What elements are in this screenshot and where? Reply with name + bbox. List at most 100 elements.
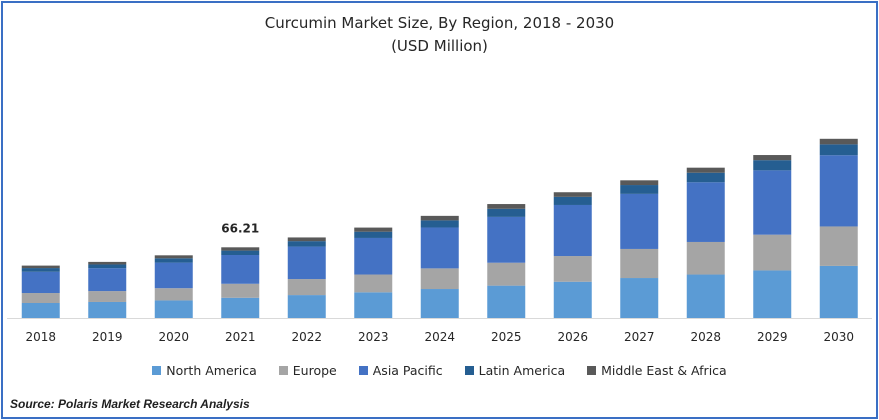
bar-segment-2024-0 (420, 289, 459, 318)
bar-segment-2020-1 (154, 288, 193, 301)
bar-segment-2018-0 (21, 302, 60, 318)
bar-segment-2030-1 (819, 226, 858, 266)
bar-segment-2019-4 (88, 261, 127, 265)
x-tick-label: 2021 (225, 330, 256, 344)
x-tick-label: 2029 (757, 330, 788, 344)
legend-item: Europe (278, 363, 337, 378)
bar-segment-2020-2 (154, 262, 193, 289)
bar-segment-2025-2 (487, 216, 526, 263)
bar-segment-2025-1 (487, 262, 526, 286)
bar-segment-2022-4 (287, 237, 326, 242)
bar-segment-2022-2 (287, 246, 326, 280)
bar-segment-2026-2 (553, 204, 592, 257)
legend-swatch (587, 366, 597, 375)
x-tick-label: 2026 (557, 330, 588, 344)
legend-label: Europe (292, 363, 337, 378)
x-tick-label: 2028 (690, 330, 721, 344)
bar-segment-2020-0 (154, 300, 193, 318)
bar-segment-2026-3 (553, 196, 592, 205)
bar-segment-2026-1 (553, 256, 592, 282)
bar-segment-2028-0 (686, 274, 725, 318)
bar-segment-2019-0 (88, 301, 127, 318)
x-tick-label: 2022 (291, 330, 322, 344)
legend-label: North America (166, 363, 257, 378)
bar-segment-2021-4 (221, 247, 260, 251)
source-note: Source: Polaris Market Research Analysis (10, 397, 250, 411)
bar-segment-2023-1 (354, 274, 393, 293)
bar-segment-2018-4 (21, 265, 60, 269)
bar-segment-2022-1 (287, 279, 326, 296)
legend-item: North America (152, 363, 257, 378)
bar-segment-2029-2 (753, 170, 792, 235)
x-tick-label: 2025 (491, 330, 522, 344)
bar-segment-2028-2 (686, 182, 725, 242)
bar-segment-2028-1 (686, 241, 725, 275)
bar-segment-2022-3 (287, 241, 326, 247)
bar-segment-2023-2 (354, 237, 393, 275)
bar-segment-2027-3 (620, 185, 659, 194)
bar-segment-2019-3 (88, 264, 127, 269)
bar-segment-2030-4 (819, 138, 858, 145)
bar-segment-2030-3 (819, 144, 858, 156)
x-tick-label: 2024 (424, 330, 455, 344)
bar-segment-2029-0 (753, 270, 792, 318)
bar-segment-2019-2 (88, 268, 127, 292)
legend-swatch (358, 366, 368, 375)
bar-segment-2020-3 (154, 258, 193, 263)
bar-segment-2024-2 (420, 227, 459, 269)
chart-subtitle: (USD Million) (391, 37, 488, 55)
x-tick-label: 2030 (823, 330, 854, 344)
bar-segment-2029-1 (753, 234, 792, 271)
legend-label: Latin America (478, 363, 566, 378)
bar-segment-2022-0 (287, 295, 326, 318)
bar-segment-2027-2 (620, 193, 659, 249)
legend-swatch (278, 366, 288, 375)
bar-segment-2024-3 (420, 220, 459, 228)
bar-segment-2030-0 (819, 265, 858, 318)
bar-segment-2024-4 (420, 215, 459, 221)
bar-segment-2018-3 (21, 268, 60, 272)
bar-segment-2027-4 (620, 180, 659, 186)
bar-segment-2025-0 (487, 285, 526, 318)
bar-segment-2023-4 (354, 227, 393, 232)
legend-swatch (152, 366, 162, 375)
bar-segment-2025-3 (487, 208, 526, 217)
bar-segment-2027-1 (620, 248, 659, 279)
legend-item: Asia Pacific (358, 363, 443, 378)
legend-label: Middle East & Africa (601, 363, 727, 378)
bar-segment-2029-3 (753, 160, 792, 171)
chart-legend: North America Europe Asia Pacific Latin Ame… (0, 363, 879, 378)
chart-plot: 2018 2019 2020 2021 66.21 2022 2023 2024 2025 202… (7, 138, 872, 344)
legend-swatch (464, 366, 474, 375)
x-tick-label: 2023 (358, 330, 389, 344)
bar-segment-2021-3 (221, 250, 260, 256)
bar-segment-2019-1 (88, 291, 127, 302)
bar-segment-2021-1 (221, 283, 260, 298)
legend-item: Latin America (464, 363, 566, 378)
bar-segment-2021-2 (221, 255, 260, 284)
bar-segment-2024-1 (420, 268, 459, 290)
legend-item: Middle East & Africa (587, 363, 727, 378)
bar-segment-2023-3 (354, 231, 393, 238)
bar-segment-2025-4 (487, 204, 526, 209)
bar-segment-2028-4 (686, 167, 725, 173)
x-tick-label: 2020 (158, 330, 189, 344)
legend-label: Asia Pacific (372, 363, 443, 378)
bar-segment-2030-2 (819, 155, 858, 227)
bar-segment-2018-2 (21, 271, 60, 294)
bar-segment-2020-4 (154, 255, 193, 259)
bar-segment-2026-0 (553, 281, 592, 318)
bar-segment-2029-4 (753, 155, 792, 161)
bar-segment-2021-0 (221, 297, 260, 318)
x-tick-label: 2027 (624, 330, 655, 344)
data-label-2021: 66.21 (221, 221, 259, 235)
x-tick-label: 2019 (92, 330, 123, 344)
bar-segment-2026-4 (553, 192, 592, 197)
bar-segment-2018-1 (21, 293, 60, 303)
x-tick-label: 2018 (25, 330, 56, 344)
bar-segment-2028-3 (686, 172, 725, 183)
bar-segment-2023-0 (354, 292, 393, 318)
chart-title: Curcumin Market Size, By Region, 2018 - … (264, 14, 615, 32)
bar-segment-2027-0 (620, 278, 659, 318)
